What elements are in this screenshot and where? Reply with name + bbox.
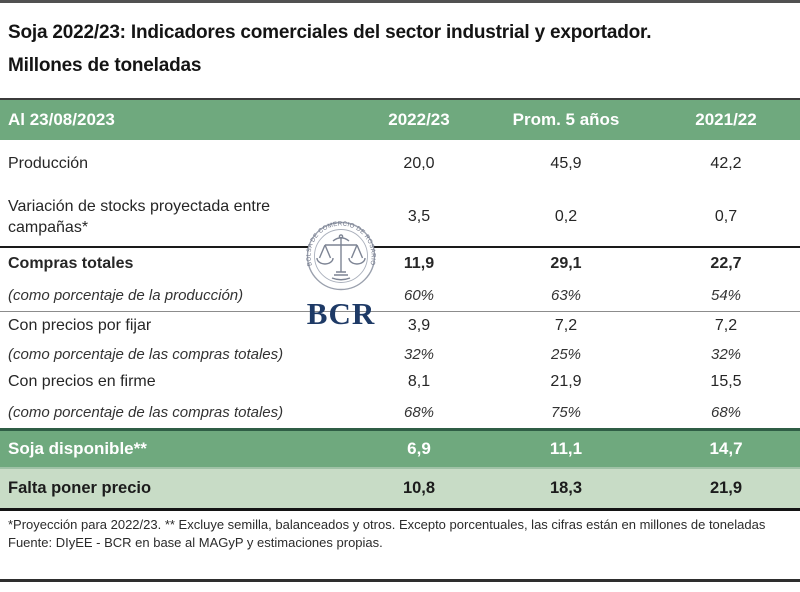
table-row-variacion-stocks: Variación de stocks proyectada entre cam… — [0, 187, 800, 246]
cell-2021-22: 15,5 — [710, 373, 742, 390]
indicators-table: Al 23/08/2023 2022/23 Prom. 5 años 2021/… — [0, 98, 800, 511]
cell-2022-23: 68% — [403, 403, 435, 421]
row-label: Variación de stocks proyectada entre cam… — [8, 197, 271, 236]
cell-2021-22: 7,2 — [714, 317, 738, 334]
cell-2022-23: 6,9 — [407, 439, 431, 458]
title-line-1: Soja 2022/23: Indicadores comerciales de… — [8, 22, 652, 43]
cell-2022-23: 11,9 — [403, 254, 435, 272]
cell-2021-22: 14,7 — [709, 439, 743, 458]
table-row-precios-por-fijar: Con precios por fijar 3,9 7,2 7,2 — [0, 311, 800, 340]
row-label: (como porcentaje de las compras totales) — [8, 403, 284, 421]
table-row-produccion: Producción 20,0 45,9 42,2 — [0, 140, 800, 187]
cell-2021-22: 32% — [710, 345, 742, 363]
table-row-precios-en-firme: Con precios en firme 8,1 21,9 15,5 — [0, 368, 800, 396]
table-header-row: Al 23/08/2023 2022/23 Prom. 5 años 2021/… — [0, 100, 800, 140]
cell-2022-23: 3,9 — [407, 317, 431, 334]
table-row-soja-disponible: Soja disponible** 6,9 11,1 14,7 — [0, 428, 800, 467]
row-label: Con precios en firme — [8, 373, 156, 390]
table-row-pct-compras-2: (como porcentaje de las compras totales)… — [0, 396, 800, 428]
row-label: Con precios por fijar — [8, 317, 152, 334]
cell-2022-23: 60% — [403, 286, 435, 304]
table-row-compras-totales: Compras totales 11,9 29,1 22,7 — [0, 246, 800, 279]
row-label: (como porcentaje de las compras totales) — [8, 345, 284, 363]
cell-prom-5-anos: 21,9 — [550, 373, 582, 390]
header-date: Al 23/08/2023 — [8, 110, 115, 129]
cell-prom-5-anos: 7,2 — [554, 317, 578, 334]
cell-prom-5-anos: 0,2 — [554, 207, 578, 225]
cell-2021-22: 22,7 — [710, 254, 742, 272]
cell-2021-22: 54% — [710, 286, 742, 304]
row-label: Soja disponible** — [8, 439, 147, 458]
cell-prom-5-anos: 63% — [550, 286, 582, 304]
header-col-prom-5-anos: Prom. 5 años — [512, 110, 620, 129]
cell-prom-5-anos: 29,1 — [550, 254, 582, 272]
cell-prom-5-anos: 11,1 — [549, 439, 583, 458]
cell-2021-22: 21,9 — [709, 479, 743, 497]
cell-2021-22: 68% — [710, 403, 742, 421]
cell-prom-5-anos: 25% — [550, 345, 582, 363]
cell-2022-23: 20,0 — [403, 154, 435, 172]
source-text: Fuente: DIyEE - BCR en base al MAGyP y e… — [8, 534, 383, 550]
header-col-2021-22: 2021/22 — [695, 110, 757, 129]
cell-prom-5-anos: 18,3 — [549, 479, 583, 497]
page-title: Soja 2022/23: Indicadores comerciales de… — [0, 3, 800, 82]
header-col-2022-23: 2022/23 — [388, 110, 450, 129]
cell-2021-22: 42,2 — [710, 154, 742, 172]
row-label: Falta poner precio — [8, 479, 152, 497]
cell-2022-23: 32% — [403, 345, 435, 363]
cell-prom-5-anos: 45,9 — [550, 154, 582, 172]
row-label: Producción — [8, 154, 89, 172]
table-row-falta-poner-precio: Falta poner precio 10,8 18,3 21,9 — [0, 467, 800, 511]
bottom-divider — [0, 579, 800, 582]
top-divider — [0, 0, 800, 3]
footnote-text: *Proyección para 2022/23. ** Excluye sem… — [8, 517, 766, 532]
table-row-pct-produccion: (como porcentaje de la producción) 60% 6… — [0, 279, 800, 311]
cell-2021-22: 0,7 — [714, 207, 738, 225]
table-row-pct-compras-1: (como porcentaje de las compras totales)… — [0, 340, 800, 368]
cell-prom-5-anos: 75% — [550, 403, 582, 421]
cell-2022-23: 10,8 — [402, 479, 436, 497]
footnotes: *Proyección para 2022/23. ** Excluye sem… — [0, 511, 800, 551]
title-line-2: Millones de toneladas — [8, 55, 202, 76]
row-label: Compras totales — [8, 254, 134, 272]
cell-2022-23: 3,5 — [407, 207, 431, 225]
cell-2022-23: 8,1 — [407, 373, 431, 390]
row-label: (como porcentaje de la producción) — [8, 286, 244, 304]
